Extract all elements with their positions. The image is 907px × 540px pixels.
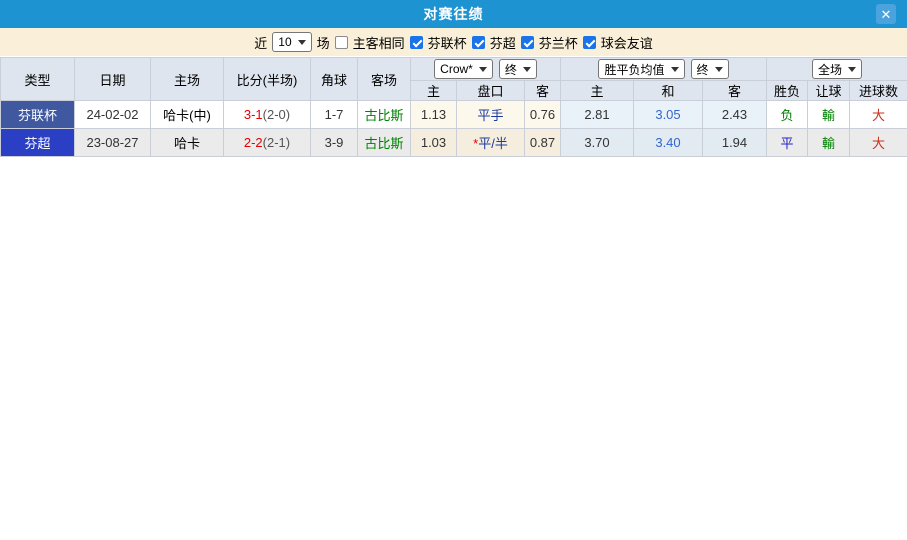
dropdown-arrow-icon bbox=[848, 67, 857, 72]
sub-header-odds-away: 客 bbox=[701, 80, 768, 101]
col-header-date: 日期 bbox=[74, 57, 151, 101]
scope-group-header: 全场 bbox=[766, 57, 907, 81]
league-label-0: 芬联杯 bbox=[427, 35, 467, 51]
odds-draw-cell: 3.40 bbox=[633, 128, 703, 157]
odds-time-value: 终 bbox=[696, 62, 709, 77]
odds-away-cell: 2.43 bbox=[701, 100, 768, 129]
half-time-score: (2-0) bbox=[262, 107, 291, 122]
table-row: 芬联杯 24-02-02 哈卡(中) 3-1(2-0) 1-7 古比斯 1.13… bbox=[0, 100, 907, 129]
sub-header-handicap: 盘口 bbox=[456, 80, 525, 101]
handicap-line: 平手 bbox=[477, 108, 504, 123]
h2h-table: 类型 日期 主场 比分(半场) 角球 客场 Crow* 终 bbox=[0, 57, 907, 157]
dropdown-arrow-icon bbox=[478, 67, 487, 72]
bookmaker-select[interactable]: Crow* bbox=[434, 59, 493, 79]
col-header-type: 类型 bbox=[0, 57, 75, 101]
col-header-away: 客场 bbox=[357, 57, 411, 101]
home-team-cell: 哈卡(中) bbox=[150, 100, 224, 129]
sub-header-result: 胜负 bbox=[766, 80, 809, 101]
date-cell: 24-02-02 bbox=[74, 100, 151, 129]
scope-select[interactable]: 全场 bbox=[812, 59, 863, 79]
ah-away-odds-cell: 0.87 bbox=[524, 128, 561, 157]
odds-home-cell: 2.81 bbox=[560, 100, 634, 129]
score-cell: 2-2(2-1) bbox=[223, 128, 311, 157]
goals-result-cell: 大 bbox=[849, 128, 907, 157]
league-checkbox-2[interactable] bbox=[520, 35, 534, 49]
filter-bar: 近 10 场 主客相同 芬联杯 芬超 芬兰杯 球会友谊 bbox=[0, 28, 907, 56]
full-time-score: 3-1 bbox=[243, 107, 263, 122]
corners-cell: 3-9 bbox=[310, 128, 358, 157]
home-team-cell: 哈卡 bbox=[150, 128, 224, 157]
dialog-title: 对赛往绩 bbox=[423, 6, 484, 22]
league-label-3: 球会友谊 bbox=[600, 35, 653, 51]
close-button[interactable]: ✕ bbox=[876, 4, 896, 24]
score-cell: 3-1(2-0) bbox=[223, 100, 311, 129]
date-cell: 23-08-27 bbox=[74, 128, 151, 157]
dropdown-arrow-icon bbox=[714, 67, 723, 72]
close-icon: ✕ bbox=[880, 6, 892, 22]
odds-type-select[interactable]: 胜平负均值 bbox=[598, 59, 685, 79]
handicap-star: * bbox=[473, 136, 479, 151]
recent-label: 近 bbox=[254, 35, 268, 51]
bookmaker-time-value: 终 bbox=[504, 62, 517, 77]
goals-result-cell: 大 bbox=[849, 100, 907, 129]
table-row: 芬超 23-08-27 哈卡 2-2(2-1) 3-9 古比斯 1.03 *平/… bbox=[0, 128, 907, 157]
scope-select-value: 全场 bbox=[818, 62, 843, 77]
handicap-result-cell: 輸 bbox=[807, 100, 851, 129]
handicap-group-header: Crow* 终 bbox=[410, 57, 561, 81]
odds-group-header: 胜平负均值 终 bbox=[559, 57, 768, 81]
bookmaker-time-select[interactable]: 终 bbox=[498, 59, 537, 79]
handicap-result-cell: 輸 bbox=[807, 128, 851, 157]
dropdown-arrow-icon bbox=[670, 67, 679, 72]
sub-header-ah-home: 主 bbox=[410, 80, 457, 101]
result-cell: 平 bbox=[766, 128, 809, 157]
league-checkbox-0[interactable] bbox=[409, 35, 423, 49]
result-cell: 负 bbox=[766, 100, 809, 129]
sub-header-ah-away: 客 bbox=[524, 80, 561, 101]
handicap-line: 平/半 bbox=[478, 136, 508, 151]
sub-header-odds-draw: 和 bbox=[633, 80, 703, 101]
recent-count-select[interactable]: 10 bbox=[272, 32, 312, 52]
handicap-cell: *平/半 bbox=[456, 128, 525, 157]
odds-draw-cell: 3.05 bbox=[633, 100, 703, 129]
ah-home-odds-cell: 1.03 bbox=[410, 128, 457, 157]
bookmaker-select-value: Crow* bbox=[440, 62, 473, 76]
league-cell: 芬联杯 bbox=[0, 100, 75, 129]
league-checkbox-3[interactable] bbox=[582, 35, 596, 49]
league-checkbox-1[interactable] bbox=[471, 35, 485, 49]
league-label-2: 芬兰杯 bbox=[538, 35, 578, 51]
odds-home-cell: 3.70 bbox=[560, 128, 634, 157]
same-side-checkbox[interactable] bbox=[334, 35, 348, 49]
handicap-cell: 平手 bbox=[456, 100, 525, 129]
matches-unit-label: 场 bbox=[316, 35, 330, 51]
full-time-score: 2-2 bbox=[243, 135, 263, 150]
odds-type-value: 胜平负均值 bbox=[604, 62, 665, 77]
dropdown-arrow-icon bbox=[522, 67, 531, 72]
title-bar: 对赛往绩 ✕ bbox=[0, 0, 907, 28]
sub-header-odds-home: 主 bbox=[560, 80, 634, 101]
col-header-corners: 角球 bbox=[310, 57, 358, 101]
away-team-cell: 古比斯 bbox=[357, 128, 411, 157]
league-cell: 芬超 bbox=[0, 128, 75, 157]
same-side-label: 主客相同 bbox=[352, 35, 405, 51]
odds-time-select[interactable]: 终 bbox=[690, 59, 729, 79]
sub-header-handicap-result: 让球 bbox=[807, 80, 851, 101]
odds-away-cell: 1.94 bbox=[701, 128, 768, 157]
corners-cell: 1-7 bbox=[310, 100, 358, 129]
ah-home-odds-cell: 1.13 bbox=[410, 100, 457, 129]
half-time-score: (2-1) bbox=[262, 135, 291, 150]
dropdown-arrow-icon bbox=[297, 40, 306, 45]
away-team-cell: 古比斯 bbox=[357, 100, 411, 129]
sub-header-goals: 进球数 bbox=[849, 80, 907, 101]
ah-away-odds-cell: 0.76 bbox=[524, 100, 561, 129]
recent-count-value: 10 bbox=[278, 35, 292, 49]
col-header-home: 主场 bbox=[150, 57, 224, 101]
col-header-score: 比分(半场) bbox=[223, 57, 311, 101]
league-label-1: 芬超 bbox=[489, 35, 516, 51]
